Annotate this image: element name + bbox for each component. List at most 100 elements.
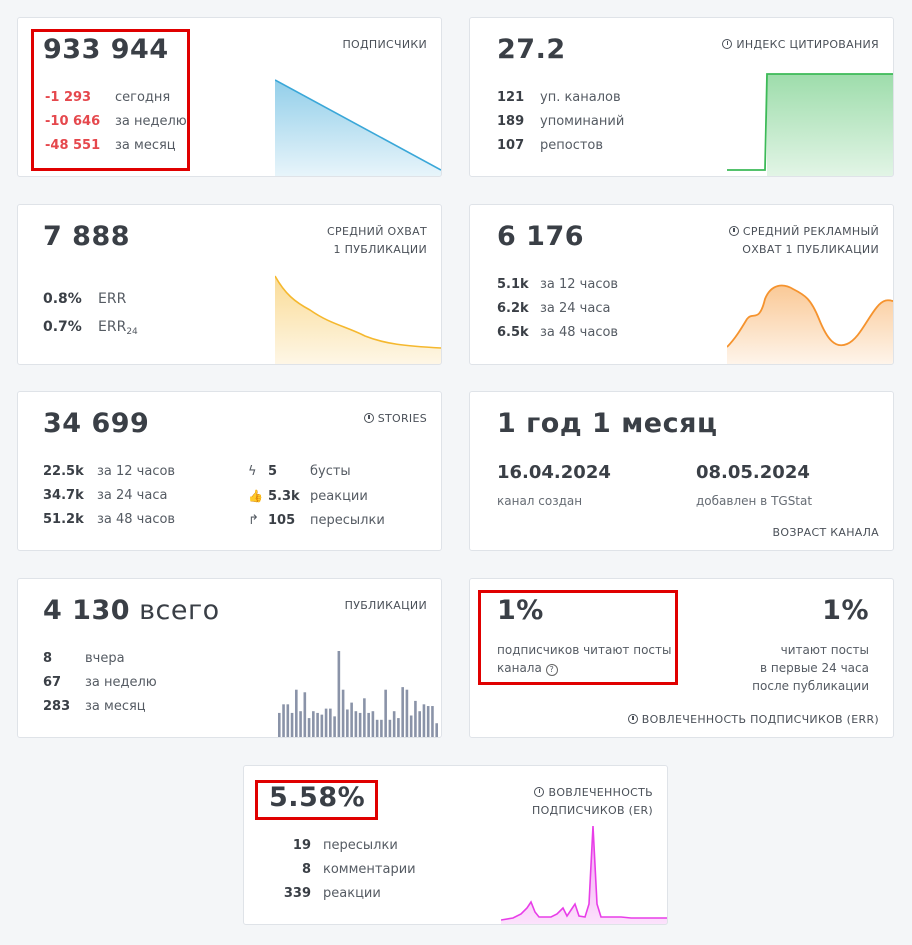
stat-label: уп. каналов (540, 90, 621, 105)
stat-value: 121 (497, 90, 525, 105)
stat-label: реакции (323, 886, 381, 901)
bar (431, 706, 434, 737)
stories-card[interactable]: 34 699 STORIES 22.5k за 12 часов 34.7k за … (17, 391, 442, 551)
reach-stats: 0.8% ERR 0.7% ERR24 (43, 285, 138, 346)
err-left-value: 1% (497, 595, 544, 626)
bar (426, 706, 430, 737)
help-icon[interactable]: ? (545, 664, 558, 676)
bar (358, 712, 362, 737)
subscribers-value: 933 944 (43, 34, 169, 65)
stat-value: 5.3k (268, 489, 300, 504)
publications-card[interactable]: 4 130 всего ПУБЛИКАЦИИ 8 вчера 67 за недел… (17, 578, 442, 738)
stat-value: 5 (268, 464, 278, 479)
subscribers-sparkline (275, 79, 441, 176)
reach-sparkline (275, 275, 441, 364)
stat-label: за 24 часа (97, 488, 168, 503)
stat-label: за неделю (85, 675, 157, 690)
err-card[interactable]: 1% подписчиков читают посты канала ? 1% … (469, 578, 894, 738)
stat-label: за месяц (85, 699, 146, 714)
stat-row: 6.2k за 24 часа (497, 297, 618, 321)
added-date: 08.05.2024 (696, 462, 810, 483)
bar (397, 718, 400, 737)
bar (401, 687, 404, 737)
stories-stats-left: 22.5k за 12 часов 34.7k за 24 часа 51.2k за… (43, 460, 175, 532)
stat-value: 283 (43, 699, 71, 714)
bar (307, 718, 311, 737)
bar (316, 712, 319, 737)
stat-value: 105 (268, 513, 296, 528)
stat-label: ERR (98, 291, 127, 307)
ad-reach-value: 6 176 (497, 221, 585, 252)
stat-row: 67 за неделю (43, 671, 157, 695)
stat-value: 0.7% (43, 319, 82, 335)
stat-label: за 12 часов (97, 464, 176, 479)
stat-value: 339 (283, 886, 311, 901)
err-left-text: подписчиков читают посты канала ? (497, 643, 672, 676)
stat-label: за 24 часа (540, 301, 611, 316)
bar (337, 651, 341, 737)
channel-age-value: 1 год 1 месяц (497, 408, 718, 439)
channel-age-card[interactable]: 1 год 1 месяц 16.04.2024 канал создан 08… (469, 391, 894, 551)
info-icon (363, 413, 374, 423)
bar (363, 698, 366, 737)
stat-value: -1 293 (45, 90, 92, 105)
bar (286, 704, 290, 737)
er-card[interactable]: 5.58% ВОВЛЕЧЕННОСТЬ ПОДПИСЧИКОВ (ER) 19 пе… (243, 765, 668, 925)
stat-value: 67 (43, 675, 62, 690)
reach-value: 7 888 (43, 221, 131, 252)
stat-label: пересылки (310, 513, 385, 528)
stat-label: пересылки (323, 838, 398, 853)
stat-row: -1 293 сегодня (45, 86, 187, 110)
stat-value: -48 551 (45, 138, 101, 153)
err-right-value: 1% (822, 595, 869, 626)
stat-value: 6.5k (497, 325, 529, 340)
thumbs-up-icon: 👍 (248, 489, 263, 503)
bar (295, 689, 298, 737)
ad-reach-label: СРЕДНИЙ РЕКЛАМНЫЙ ОХВАТ 1 ПУБЛИКАЦИИ (728, 223, 879, 259)
bar (367, 712, 370, 737)
er-label: ВОВЛЕЧЕННОСТЬ ПОДПИСЧИКОВ (ER) (532, 786, 653, 817)
publications-stats: 8 вчера 67 за неделю 283 за месяц (43, 647, 157, 719)
subscribers-card[interactable]: 933 944 ПОДПИСЧИКИ -1 293 сегодня -10 646… (17, 17, 442, 177)
bar (320, 714, 324, 737)
stat-value: 189 (497, 114, 525, 129)
stat-row: 189 упоминаний (497, 110, 624, 134)
stat-value: 34.7k (43, 488, 84, 503)
er-value: 5.58% (269, 782, 366, 813)
stat-value: -10 646 (45, 114, 101, 129)
stat-row: 283 за месяц (43, 695, 157, 719)
stat-label: за 12 часов (540, 277, 619, 292)
stat-row: -10 646 за неделю (45, 110, 187, 134)
stat-row: 👍 5.3k реакции (248, 484, 385, 509)
stat-row: 121 уп. каналов (497, 86, 624, 110)
ad-reach-sparkline (727, 284, 893, 364)
bar (290, 712, 294, 737)
stat-label: за месяц (115, 138, 176, 153)
err-right-text: читают посты в первые 24 часа после публ… (752, 643, 869, 693)
stat-label: вчера (85, 651, 125, 666)
publications-value: 4 130 всего (43, 595, 220, 626)
stat-label: за 48 часов (540, 325, 619, 340)
stat-value: 5.1k (497, 277, 529, 292)
bar (375, 719, 379, 737)
citation-label: ИНДЕКС ЦИТИРОВАНИЯ (722, 36, 879, 54)
bar (312, 711, 315, 737)
er-stats: 19 пересылки 8 комментарии 339 реакции (269, 834, 416, 906)
ad-reach-card[interactable]: 6 176 СРЕДНИЙ РЕКЛАМНЫЙ ОХВАТ 1 ПУБЛИКАЦИ… (469, 204, 894, 365)
bar (329, 708, 332, 737)
stat-value: 6.2k (497, 301, 529, 316)
reach-card[interactable]: 7 888 СРЕДНИЙ ОХВАТ 1 ПУБЛИКАЦИИ 0.8% ERR … (17, 204, 442, 365)
stat-row: 51.2k за 48 часов (43, 508, 175, 532)
stat-row: 22.5k за 12 часов (43, 460, 175, 484)
citation-card[interactable]: 27.2 ИНДЕКС ЦИТИРОВАНИЯ 121 уп. каналов 1… (469, 17, 894, 177)
stat-label: упоминаний (540, 114, 625, 129)
stat-row: ϟ 5 бусты (248, 460, 385, 484)
bar (414, 700, 417, 737)
stat-label: реакции (310, 489, 368, 504)
stat-label: репостов (540, 138, 604, 153)
reach-label: СРЕДНИЙ ОХВАТ 1 ПУБЛИКАЦИИ (327, 225, 427, 256)
lightning-icon: ϟ (248, 464, 257, 479)
bar (392, 711, 396, 737)
bar (282, 704, 285, 737)
bar (422, 704, 426, 737)
